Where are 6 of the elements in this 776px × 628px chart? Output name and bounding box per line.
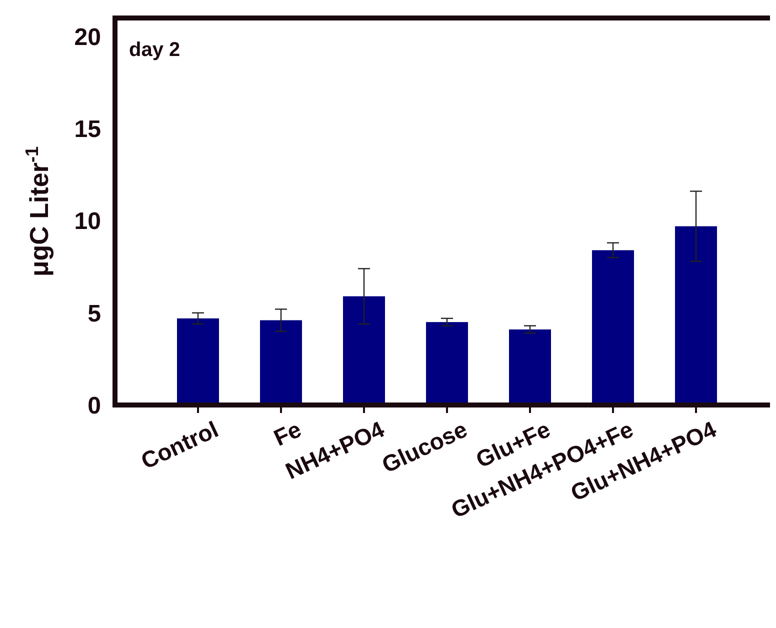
y-tick-label: 5 [88,300,101,328]
y-tick-label: 0 [88,392,101,420]
y-tick-label: 15 [74,116,101,143]
y-tick-label: 10 [74,208,101,236]
y-tick-label: 20 [74,24,101,51]
annotation: day 2 [129,39,180,61]
